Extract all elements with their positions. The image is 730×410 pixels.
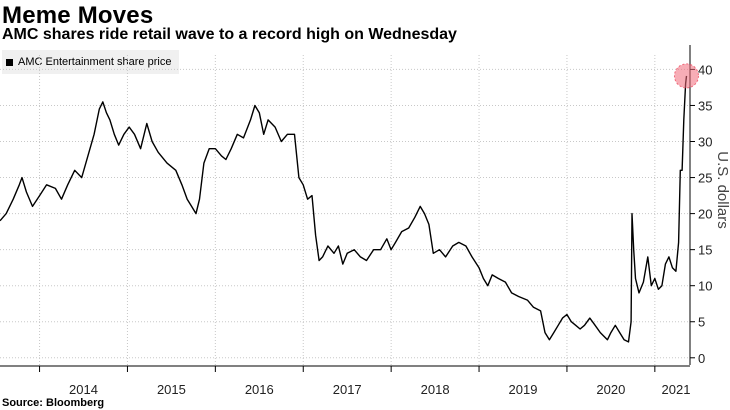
grid-layer	[0, 55, 690, 365]
legend-swatch	[6, 58, 13, 66]
axis-layer: 0 5 10 15 20 25 30 35 40 2014 2015 2016 2017 2018 2019…	[0, 45, 712, 397]
legend: AMC Entertainment share price	[2, 50, 180, 74]
y-tick-label: 40	[698, 62, 712, 77]
x-tick-label: 2017	[333, 382, 362, 397]
x-tick-label: 2019	[509, 382, 538, 397]
y-axis-label: U.S. dollars	[714, 151, 730, 229]
x-tick-label: 2016	[245, 382, 274, 397]
y-tick-label: 0	[698, 351, 705, 366]
chart-subtitle: AMC shares ride retail wave to a record …	[2, 26, 457, 43]
x-tick-label: 2020	[596, 382, 625, 397]
y-tick-label: 5	[698, 315, 705, 330]
source-note: Source: Bloomberg	[2, 397, 105, 409]
line-layer	[0, 75, 688, 343]
chart-title: Meme Moves	[2, 2, 154, 29]
x-tick-label: 2015	[157, 382, 186, 397]
y-tick-label: 15	[698, 243, 712, 258]
highlight-layer	[673, 63, 699, 89]
y-tick-label: 30	[698, 135, 712, 150]
series-line	[0, 75, 688, 343]
x-tick-label: 2018	[421, 382, 450, 397]
x-tick-label: 2021	[662, 382, 691, 397]
x-tick-label: 2014	[69, 382, 98, 397]
y-tick-label: 10	[698, 279, 712, 294]
record-high-marker	[673, 63, 699, 89]
y-tick-label: 35	[698, 98, 712, 113]
legend-label: AMC Entertainment share price	[18, 56, 172, 68]
y-tick-label: 25	[698, 171, 712, 186]
y-tick-label: 20	[698, 207, 712, 222]
